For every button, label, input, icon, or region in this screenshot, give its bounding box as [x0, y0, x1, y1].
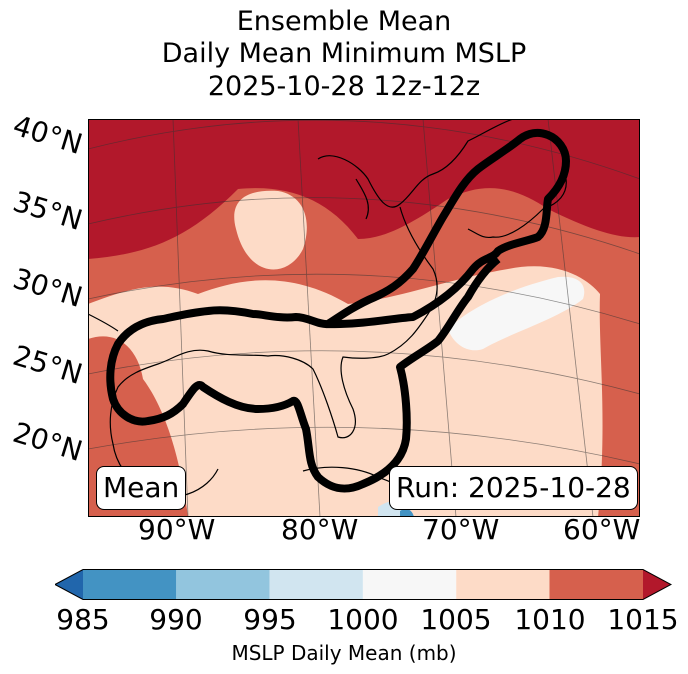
colorbar — [55, 569, 672, 600]
pressure-field-990 — [400, 509, 414, 517]
colorbar-tick-990: 990 — [149, 603, 203, 636]
title-line-1: Ensemble Mean — [236, 6, 452, 37]
lon-label-90w: 90°W — [138, 513, 216, 546]
title-line-2: Daily Mean Minimum MSLP — [161, 38, 527, 69]
colorbar-bin-990-995 — [176, 569, 270, 600]
colorbar-bin-995-1000 — [269, 569, 363, 600]
lat-label-30: 30°N — [9, 261, 87, 314]
colorbar-tick-995: 995 — [243, 603, 297, 636]
colorbar-tick-1000: 1000 — [327, 603, 399, 636]
colorbar-tick-985: 985 — [56, 603, 110, 636]
lon-label-80w: 80°W — [281, 513, 359, 546]
colorbar-bin-985-990 — [83, 569, 177, 600]
colorbar-extend-under — [55, 569, 83, 600]
colorbar-label: MSLP Daily Mean (mb) — [231, 641, 457, 665]
lon-label-70w: 70°W — [422, 513, 500, 546]
pressure-field-1005-north — [234, 190, 307, 270]
colorbar-extend-over — [643, 569, 671, 600]
lat-label-35: 35°N — [9, 184, 87, 237]
lat-label-20: 20°N — [9, 415, 87, 468]
run-date-box: Run: 2025-10-28 — [389, 466, 638, 510]
colorbar-tick-1005: 1005 — [420, 603, 492, 636]
contour-outline — [106, 128, 570, 493]
mean-box: Mean — [96, 466, 187, 510]
colorbar-tick-1015: 1015 — [607, 603, 679, 636]
lat-label-25: 25°N — [9, 338, 87, 391]
colorbar-bin-1005-1010 — [456, 569, 550, 600]
lat-label-40: 40°N — [9, 108, 87, 161]
colorbar-bin-1000-1005 — [362, 569, 457, 600]
colorbar-tick-1010: 1010 — [514, 603, 586, 636]
colorbar-bin-1010-1015 — [549, 569, 643, 600]
pressure-field-1000 — [448, 276, 585, 351]
title-line-3: 2025-10-28 12z-12z — [207, 71, 481, 102]
lon-label-60w: 60°W — [563, 513, 641, 546]
map-panel — [88, 119, 640, 517]
